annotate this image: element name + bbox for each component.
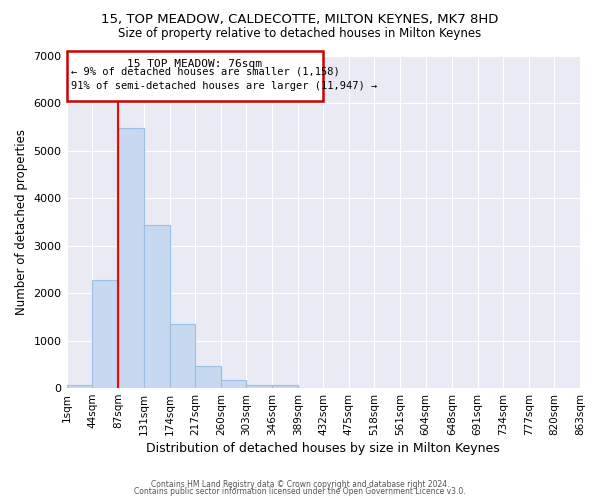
Bar <box>195 366 221 388</box>
Text: Contains public sector information licensed under the Open Government Licence v3: Contains public sector information licen… <box>134 487 466 496</box>
Bar <box>247 384 272 388</box>
Bar <box>118 128 144 388</box>
Text: 15 TOP MEADOW: 76sqm: 15 TOP MEADOW: 76sqm <box>127 60 262 70</box>
Bar <box>170 324 195 388</box>
Text: 91% of semi-detached houses are larger (11,947) →: 91% of semi-detached houses are larger (… <box>71 82 377 92</box>
Text: Size of property relative to detached houses in Milton Keynes: Size of property relative to detached ho… <box>118 28 482 40</box>
Bar <box>92 280 118 388</box>
Bar <box>272 384 298 388</box>
Text: 15, TOP MEADOW, CALDECOTTE, MILTON KEYNES, MK7 8HD: 15, TOP MEADOW, CALDECOTTE, MILTON KEYNE… <box>101 12 499 26</box>
Text: ← 9% of detached houses are smaller (1,158): ← 9% of detached houses are smaller (1,1… <box>71 66 340 76</box>
Bar <box>67 384 92 388</box>
Y-axis label: Number of detached properties: Number of detached properties <box>15 129 28 315</box>
X-axis label: Distribution of detached houses by size in Milton Keynes: Distribution of detached houses by size … <box>146 442 500 455</box>
Bar <box>221 380 247 388</box>
Text: Contains HM Land Registry data © Crown copyright and database right 2024.: Contains HM Land Registry data © Crown c… <box>151 480 449 489</box>
FancyBboxPatch shape <box>67 50 323 100</box>
Bar <box>144 224 170 388</box>
